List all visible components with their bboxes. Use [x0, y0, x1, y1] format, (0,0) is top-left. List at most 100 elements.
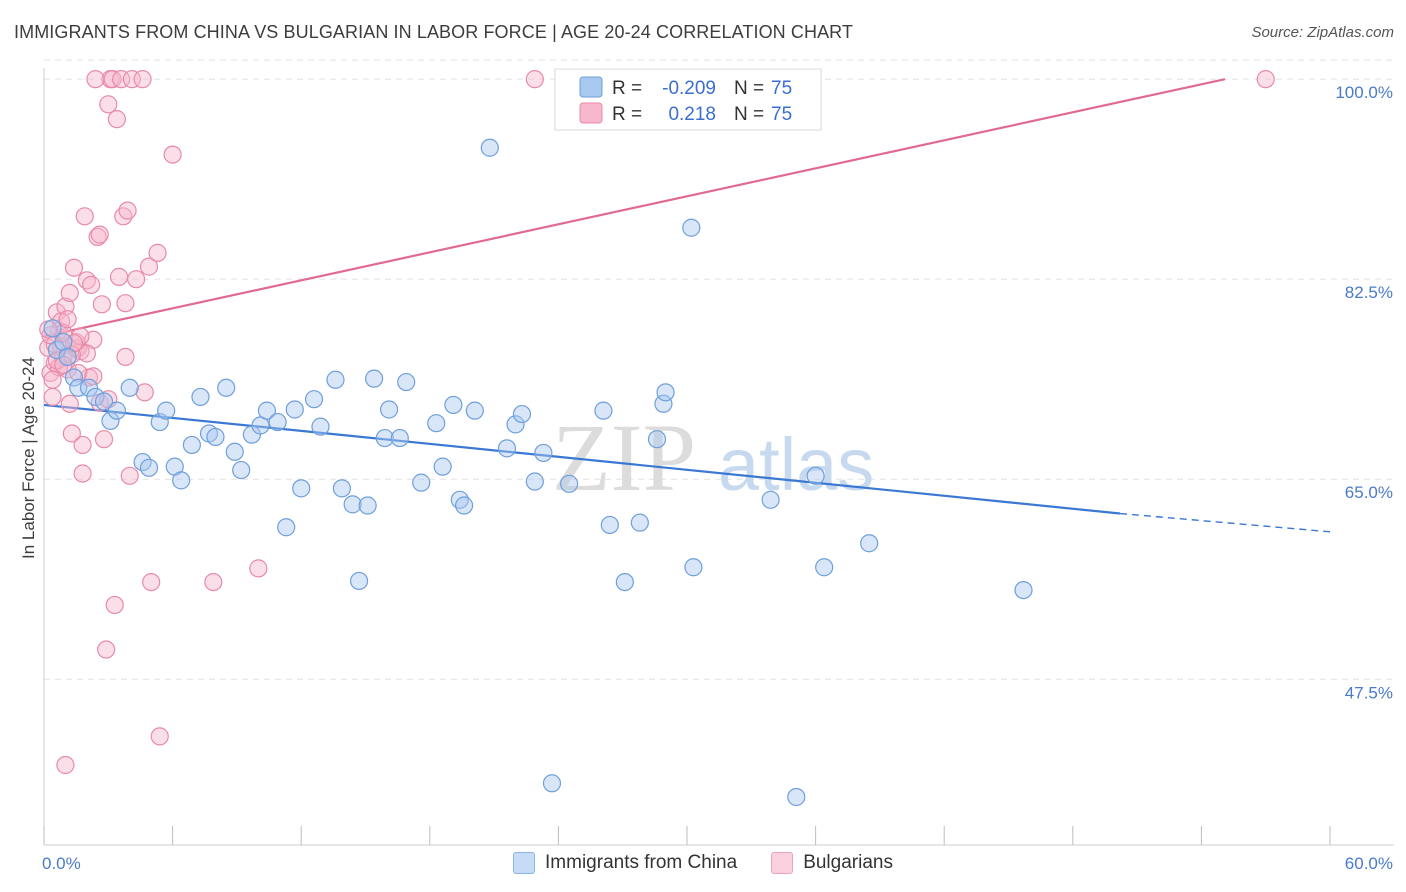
point-bulgarians: [249, 559, 268, 578]
bottom-legend-label-bulgarians: Bulgarians: [803, 852, 893, 873]
bottom-legend-item-bulgarians: Bulgarians: [771, 852, 893, 874]
point-china: [654, 394, 673, 413]
point-bulgarians: [73, 435, 92, 455]
watermark-atlas: atlas: [718, 423, 874, 506]
legend: R = -0.209 N = 75 R = 0.218 N = 75: [554, 68, 822, 131]
point-china: [364, 369, 384, 388]
point-china: [542, 774, 562, 793]
point-china: [600, 515, 619, 535]
point-bulgarians: [56, 755, 75, 775]
trend-line-china-dashed: [1119, 512, 1331, 533]
point-china: [860, 534, 879, 553]
point-bulgarians: [163, 145, 182, 164]
legend-r-label-2: R =: [612, 104, 642, 125]
point-china: [225, 442, 244, 461]
data-points: [39, 70, 1275, 807]
chart-title: IMMIGRANTS FROM CHINA VS BULGARIAN IN LA…: [14, 22, 854, 42]
point-china: [206, 427, 225, 447]
point-bulgarians: [64, 258, 84, 277]
point-china: [172, 471, 191, 490]
point-bulgarians: [525, 70, 544, 89]
point-bulgarians: [60, 394, 79, 413]
point-china: [506, 415, 525, 434]
point-china: [512, 404, 532, 424]
point-china: [1014, 580, 1033, 600]
point-bulgarians: [90, 225, 109, 244]
point-china: [58, 347, 77, 367]
point-bulgarians: [73, 464, 92, 483]
y-tick-label: 47.5%: [1345, 683, 1393, 702]
point-bulgarians: [58, 310, 77, 329]
tick-labels: 47.5% 65.0% 82.5% 100.0% 0.0% 60.0%: [42, 83, 1393, 873]
legend-n-label-2: N =: [734, 104, 764, 125]
point-bulgarians: [122, 70, 141, 89]
point-bulgarians: [127, 270, 146, 289]
point-china: [465, 401, 484, 420]
legend-r-value-2: 0.218: [668, 104, 716, 125]
point-china: [304, 390, 324, 409]
bottom-legend-swatch-bulgarians: [771, 852, 794, 874]
point-bulgarians: [148, 243, 167, 262]
point-china: [560, 474, 579, 493]
point-china: [390, 428, 409, 448]
point-china: [615, 572, 634, 592]
point-china: [379, 400, 399, 419]
point-china: [43, 319, 62, 338]
point-bulgarians: [88, 227, 107, 246]
point-china: [534, 443, 553, 463]
point-bulgarians: [92, 295, 111, 314]
point-china: [107, 401, 126, 420]
point-bulgarians: [97, 640, 116, 659]
legend-n-value-1: 75: [771, 78, 792, 99]
point-china: [444, 395, 463, 415]
y-axis-label: In Labor Force | Age 20-24: [19, 357, 38, 559]
point-bulgarians: [118, 201, 137, 220]
watermark: ZIP atlas: [552, 404, 874, 511]
point-bulgarians: [135, 383, 154, 402]
y-tick-label: 65.0%: [1345, 483, 1393, 502]
point-bulgarians: [84, 367, 103, 386]
point-bulgarians: [139, 257, 159, 276]
point-china: [480, 138, 499, 157]
point-bulgarians: [62, 424, 81, 443]
x-tick-label: 0.0%: [42, 854, 81, 873]
point-china: [684, 558, 703, 577]
point-china: [54, 332, 73, 352]
point-china: [647, 430, 667, 449]
point-bulgarians: [1256, 70, 1275, 89]
trend-lines: [43, 78, 1331, 533]
point-china: [79, 378, 99, 397]
point-bulgarians: [105, 595, 124, 615]
point-china: [86, 387, 105, 407]
point-bulgarians: [116, 347, 135, 367]
point-china: [787, 787, 806, 807]
legend-r-value-1: -0.209: [662, 78, 716, 99]
point-china: [656, 383, 675, 402]
point-china: [285, 400, 304, 419]
point-bulgarians: [82, 275, 101, 294]
y-tick-label: 82.5%: [1345, 283, 1393, 302]
bottom-legend: Immigrants from China Bulgarians: [0, 852, 1406, 874]
axes: [43, 68, 1394, 846]
point-bulgarians: [99, 95, 118, 114]
point-bulgarians: [112, 70, 131, 89]
point-china: [326, 370, 345, 389]
point-china: [412, 473, 431, 492]
point-bulgarians: [204, 572, 223, 592]
trend-line-china: [43, 403, 1121, 515]
point-china: [525, 472, 544, 491]
point-bulgarians: [150, 727, 169, 746]
point-bulgarians: [116, 294, 135, 313]
point-bulgarians: [109, 267, 129, 286]
point-china: [343, 495, 362, 514]
point-china: [191, 387, 210, 407]
point-china: [497, 439, 517, 458]
legend-n-label-1: N =: [734, 78, 764, 99]
point-bulgarians: [142, 572, 161, 592]
point-china: [806, 466, 825, 485]
point-china: [94, 392, 114, 411]
point-china: [101, 411, 120, 431]
point-china: [349, 571, 369, 591]
point-bulgarians: [43, 370, 62, 389]
